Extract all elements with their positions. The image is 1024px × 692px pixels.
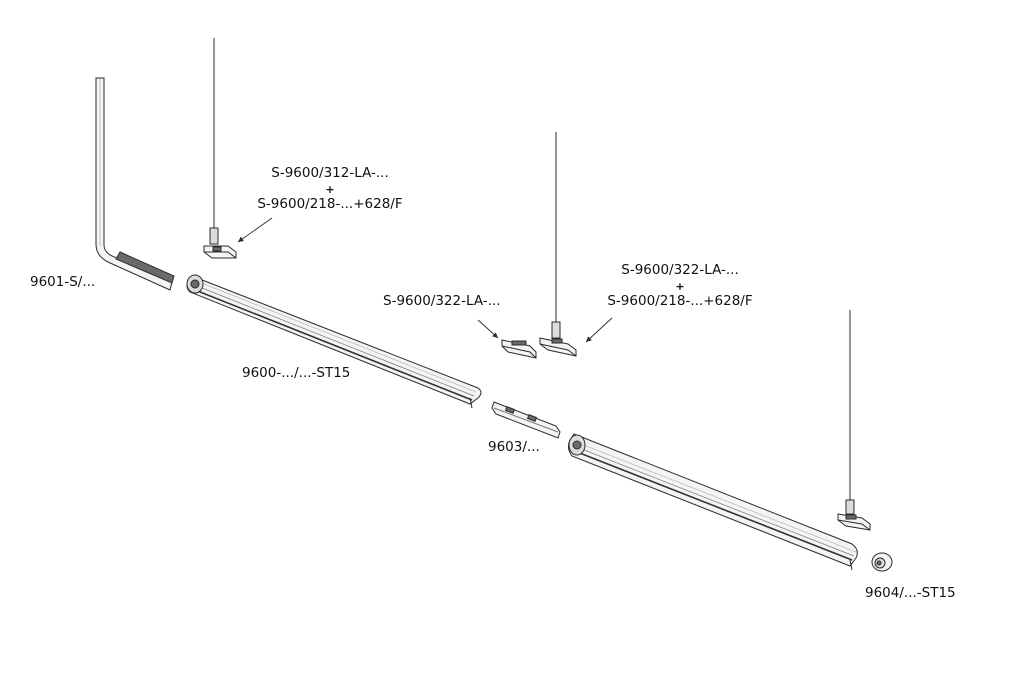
label-suspension-right-line2: S-9600/218-...+628/F <box>607 293 753 309</box>
label-profile-left: 9600-.../...-ST15 <box>242 365 351 381</box>
joint-connector <box>491 401 561 439</box>
profile-left <box>186 274 482 409</box>
label-end-cap: 9604/...-ST15 <box>865 585 956 601</box>
label-suspension-right-line1: S-9600/322-LA-... <box>621 262 739 278</box>
arrow-suspension-right <box>585 317 613 343</box>
suspension-mid-single <box>501 339 537 359</box>
label-suspension-left-line2: S-9600/218-...+628/F <box>257 196 403 212</box>
end-bend-profile <box>95 77 175 291</box>
label-suspension-left-plus: + <box>325 183 335 196</box>
label-joint: 9603/... <box>488 439 540 455</box>
suspension-left <box>203 38 237 259</box>
label-suspension-right-plus: + <box>675 280 685 293</box>
leader-arrows <box>237 217 613 343</box>
label-suspension-mid: S-9600/322-LA-... <box>383 293 501 309</box>
arrow-suspension-mid <box>477 319 499 339</box>
profile-right <box>567 433 858 571</box>
label-suspension-left-line1: S-9600/312-LA-... <box>271 165 389 181</box>
label-end-bend: 9601-S/... <box>30 274 96 290</box>
end-cap <box>871 552 893 572</box>
suspension-right <box>837 310 871 531</box>
arrow-suspension-left <box>237 217 273 243</box>
suspension-mid-right <box>539 132 577 357</box>
